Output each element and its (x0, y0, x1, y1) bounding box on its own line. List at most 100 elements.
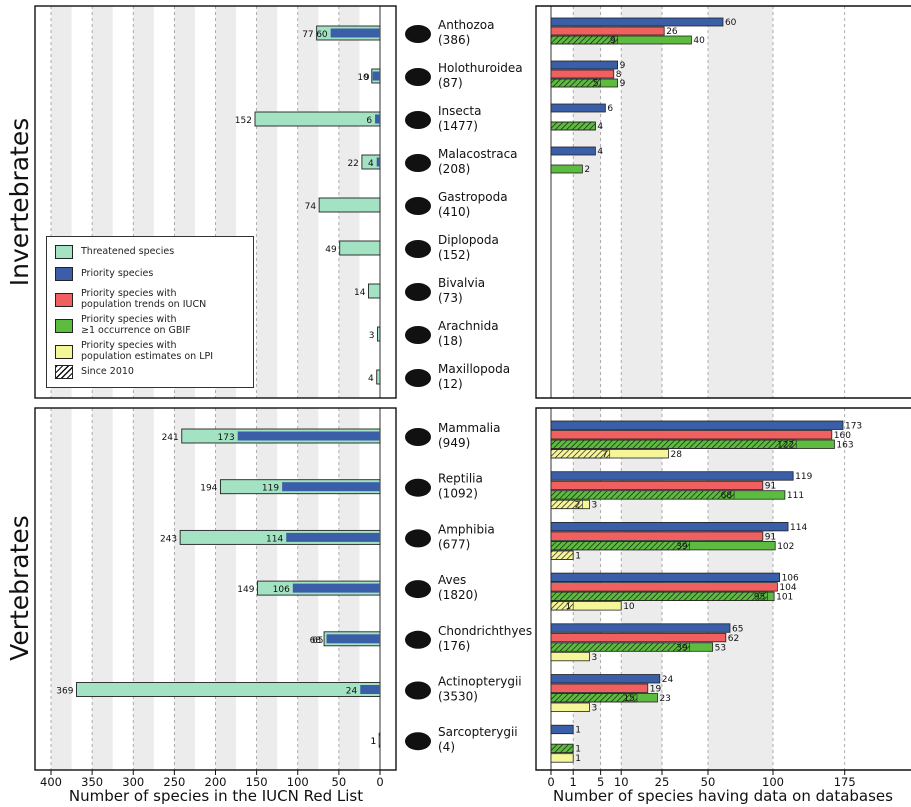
legend-swatch-priority (55, 267, 73, 281)
priority-value-label: 119 (262, 484, 279, 494)
iucn-value-label: 8 (616, 70, 622, 80)
lpi-value-label: 28 (670, 450, 682, 460)
grid-band (256, 6, 278, 398)
priority-bar (282, 482, 380, 492)
right-x-tick-label: 175 (834, 775, 856, 789)
taxon-silhouette-icon (405, 681, 431, 700)
panels-layer (34, 5, 911, 771)
iucn-value-label: 160 (834, 431, 851, 441)
right-x-tick-label: 5 (597, 775, 604, 789)
lpi-value-label: 3 (591, 704, 597, 714)
axes-layer: 400 350 300 250 200 150 100 50 0 0 1 5 10 25 50 100 175 (40, 770, 856, 789)
right-x-tick-label: 10 (614, 775, 629, 789)
taxon-count: (73) (438, 291, 463, 305)
legend-label: Priority species with population estimat… (81, 340, 214, 362)
taxon-count: (87) (438, 76, 463, 90)
gbif-since-2010-bar (550, 78, 601, 88)
priority-bar (330, 28, 380, 38)
priority-value-label: 114 (790, 523, 807, 533)
priority-bar (550, 146, 596, 156)
lpi-value-label: 10 (623, 602, 635, 612)
grid-band (215, 408, 237, 770)
gbif-value-label: 2 (584, 165, 590, 175)
taxon-name: Amphibia (438, 522, 495, 536)
legend-item-since-2010: Since 2010 (55, 365, 134, 379)
gbif-since-2010-bar (550, 743, 574, 754)
threatened-value-label: 194 (200, 484, 217, 494)
gbif-since-2010-value-label: 39 (676, 542, 688, 552)
gbif-since-2010-bar (550, 541, 690, 551)
taxon-count: (18) (438, 334, 463, 348)
iucn-value-label: 19 (650, 685, 662, 695)
threatened-value-label: 149 (237, 585, 254, 595)
threatened-value-label: 241 (162, 433, 179, 443)
priority-bar (550, 103, 606, 113)
legend-swatch-since-2010 (55, 365, 73, 379)
legend: Threatened species Priority species Prio… (46, 236, 254, 388)
priority-value-label: 24 (662, 675, 674, 685)
left-x-tick-label: 400 (40, 775, 62, 789)
taxon-name: Arachnida (438, 319, 499, 333)
right-x-tick-label: 1 (570, 775, 577, 789)
priority-value-label: 106 (273, 585, 290, 595)
priority-bar (550, 674, 661, 684)
gbif-since-2010-value-label: 15 (624, 694, 635, 704)
iucn-bar (550, 69, 615, 79)
grid-band (133, 408, 154, 770)
taxon-silhouette-icon (405, 154, 431, 172)
legend-item-lpi: Priority species with population estimat… (55, 340, 214, 362)
priority-value-label: 173 (218, 433, 235, 443)
grid-band (51, 408, 72, 770)
taxon-count: (1820) (438, 588, 478, 602)
left-panel-frame-invertebrates (34, 5, 397, 399)
taxon-name: Sarcopterygii (438, 725, 518, 739)
legend-item-threatened: Threatened species (55, 245, 174, 259)
legend-item-iucn: Priority species with population trends … (55, 288, 206, 310)
threatened-value-label: 68 (310, 636, 322, 646)
gbif-since-2010-value-label: 68 (721, 491, 733, 501)
priority-value-label: 1 (370, 737, 376, 747)
lpi-since-2010-value-label: 2 (575, 501, 581, 511)
taxon-count: (677) (438, 537, 470, 551)
iucn-value-label: 104 (779, 583, 796, 593)
iucn-bar (550, 632, 727, 643)
lpi-bar (550, 753, 574, 763)
priority-value-label: 114 (266, 534, 283, 544)
priority-bar (550, 572, 780, 582)
legend-label: Priority species with ≥1 occurrence on G… (81, 314, 191, 336)
right-panel-frame-vertebrates (535, 407, 911, 771)
taxon-count: (949) (438, 436, 470, 450)
priority-bar (375, 114, 380, 124)
priority-bar (550, 623, 731, 633)
taxon-silhouette-icon (405, 369, 431, 387)
bars-layer (76, 17, 844, 763)
lpi-bar (550, 651, 590, 662)
priority-value-label: 65 (732, 624, 743, 634)
priority-value-label: 60 (725, 18, 737, 28)
left-x-tick-label: 50 (332, 775, 347, 789)
iucn-bar (550, 26, 665, 36)
priority-bar (376, 157, 380, 167)
priority-value-label: 106 (782, 574, 799, 584)
threatened-bar (376, 369, 381, 385)
threatened-value-label: 4 (368, 374, 374, 384)
section-label-vertebrates: Vertebrates (5, 515, 34, 661)
right-x-tick-label: 50 (701, 775, 716, 789)
priority-bar (550, 420, 844, 430)
legend-swatch-iucn (55, 292, 73, 307)
priority-value-label: 65 (312, 636, 323, 646)
gbif-value-label: 4 (597, 122, 603, 132)
taxon-silhouette-icon (405, 326, 431, 344)
priority-value-label: 4 (597, 147, 603, 157)
gbif-since-2010-bar (550, 693, 638, 703)
taxon-count: (208) (438, 162, 470, 176)
taxon-silhouette-icon (405, 478, 431, 497)
threatened-bar (368, 283, 381, 299)
priority-bar (237, 431, 380, 441)
taxon-name: Holothuroidea (438, 61, 523, 75)
taxon-count: (12) (438, 377, 463, 391)
taxon-name: Actinopterygii (438, 675, 522, 689)
legend-swatch-gbif (55, 318, 73, 333)
gbif-since-2010-bar (550, 591, 768, 601)
right-x-tick-label: 25 (655, 775, 670, 789)
